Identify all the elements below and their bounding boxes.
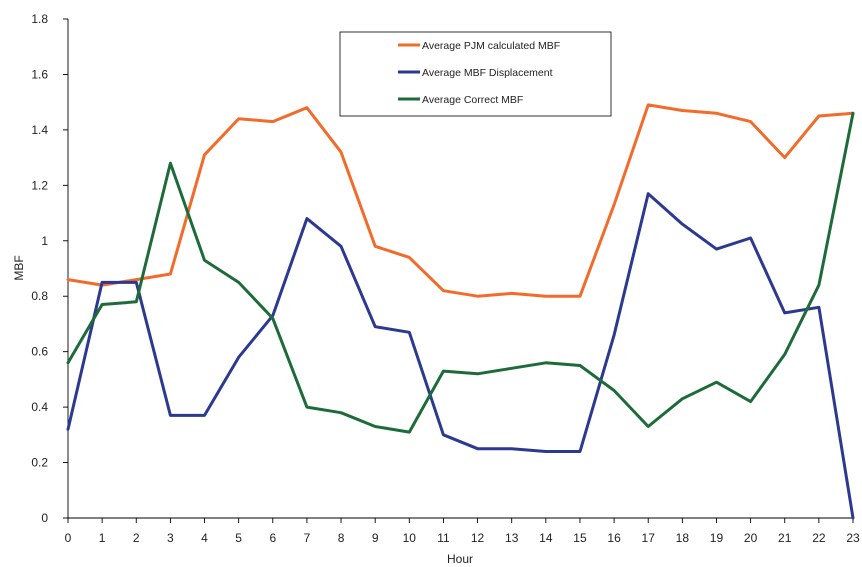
y-tick-label: 1 — [41, 234, 48, 248]
x-tick-label: 15 — [573, 531, 587, 545]
legend: Average PJM calculated MBF Average MBF Di… — [339, 31, 612, 117]
legend-box — [339, 31, 612, 117]
x-tick-label: 1 — [99, 531, 106, 545]
x-tick-label: 2 — [133, 531, 140, 545]
y-tick-label: 1.2 — [31, 178, 48, 192]
x-tick-label: 11 — [437, 531, 450, 545]
y-tick-label: 1.6 — [31, 67, 48, 81]
x-tick-label: 3 — [167, 531, 174, 545]
x-tick-label: 19 — [710, 531, 724, 545]
x-tick-label: 16 — [607, 531, 621, 545]
series-line-3 — [66, 111, 855, 434]
x-tick-label: 21 — [778, 531, 792, 545]
legend-label: Average Correct MBF — [422, 94, 523, 106]
series-line-2 — [66, 192, 855, 520]
x-tick-label: 18 — [676, 531, 690, 545]
y-tick-label: 0.2 — [31, 456, 48, 470]
x-tick-label: 8 — [338, 531, 345, 545]
x-tick-label: 23 — [846, 531, 860, 545]
legend-label: Average MBF Displacement — [422, 67, 553, 79]
x-tick-label: 0 — [65, 531, 72, 545]
x-tick-label: 6 — [269, 531, 276, 545]
y-tick-label: 0 — [41, 511, 48, 525]
x-tick-label: 7 — [304, 531, 311, 545]
x-tick-label: 12 — [471, 531, 485, 545]
x-tick-label: 17 — [642, 531, 656, 545]
y-tick-label: 1.8 — [31, 12, 48, 26]
x-tick-label: 22 — [812, 531, 826, 545]
x-tick-label: 13 — [505, 531, 519, 545]
y-tick-label: 0.4 — [31, 400, 48, 414]
y-tick-label: 1.4 — [31, 123, 48, 137]
x-tick-label: 9 — [372, 531, 379, 545]
x-tick-label: 4 — [201, 531, 208, 545]
x-tick-label: 10 — [403, 531, 417, 545]
legend-label: Average PJM calculated MBF — [422, 40, 560, 52]
y-tick-label: 0.8 — [31, 289, 48, 303]
y-tick-label: 0.6 — [31, 345, 48, 359]
y-axis-title: MBF — [12, 255, 26, 280]
series-line-1 — [66, 103, 855, 298]
x-tick-label: 14 — [539, 531, 553, 545]
axes: 00.20.40.60.811.21.41.61.80 1 2 3 4 5 6 7 8 9 10 11… — [31, 12, 860, 545]
x-axis-title: Hour — [447, 552, 473, 566]
x-tick-label: 20 — [744, 531, 758, 545]
x-tick-label: 5 — [235, 531, 242, 545]
series-layer — [66, 103, 855, 520]
